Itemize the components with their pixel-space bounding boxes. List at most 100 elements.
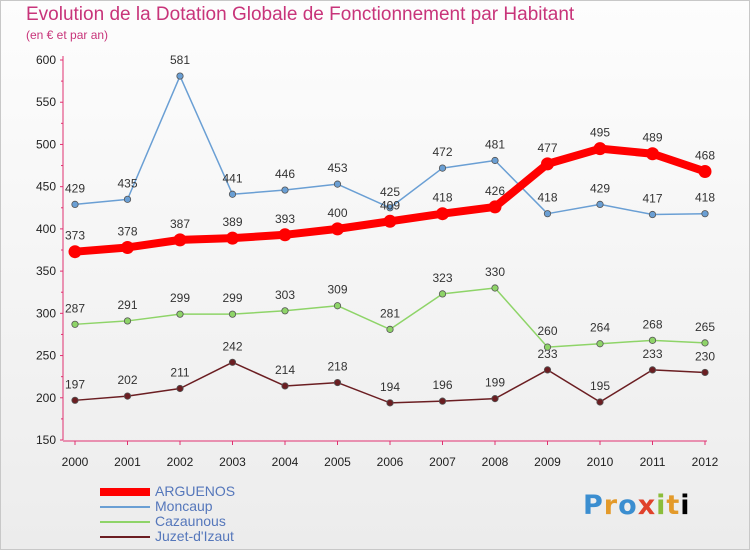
data-point-juzet-d-izaut — [228, 358, 237, 366]
data-label-moncaup: 429 — [590, 181, 610, 195]
data-label-cazaunous: 309 — [327, 283, 347, 297]
data-label-juzet-d-izaut: 194 — [380, 380, 400, 394]
legend-swatch-moncaup — [100, 506, 150, 508]
data-label-moncaup: 481 — [485, 137, 505, 151]
data-point-moncaup — [701, 210, 709, 218]
x-tick-label: 2001 — [114, 455, 141, 469]
data-label-moncaup: 435 — [117, 176, 137, 190]
y-tick-label: 250 — [36, 349, 56, 363]
data-label-juzet-d-izaut: 196 — [432, 378, 452, 392]
data-label-arguenos: 378 — [117, 224, 137, 238]
x-tick-label: 2004 — [272, 455, 299, 469]
x-tick-label: 2005 — [324, 455, 351, 469]
data-point-arguenos — [68, 245, 82, 259]
data-label-arguenos: 495 — [590, 126, 610, 140]
data-label-juzet-d-izaut: 214 — [275, 363, 295, 377]
data-point-moncaup — [596, 200, 604, 208]
data-label-moncaup: 429 — [65, 181, 85, 195]
data-point-cazaunous — [701, 339, 709, 347]
x-tick-label: 2003 — [219, 455, 246, 469]
data-label-juzet-d-izaut: 197 — [65, 377, 85, 391]
legend-label-juzet-d-izaut: Juzet-d'Izaut — [155, 528, 234, 544]
data-label-moncaup: 441 — [222, 171, 242, 185]
data-point-juzet-d-izaut — [281, 382, 289, 390]
y-tick-label: 550 — [36, 95, 56, 109]
x-tick-label: 2000 — [62, 455, 89, 469]
data-point-juzet-d-izaut — [648, 366, 657, 374]
x-tick-label: 2006 — [377, 455, 404, 469]
y-tick-label: 200 — [36, 391, 56, 405]
data-point-arguenos — [278, 228, 292, 242]
data-point-cazaunous — [648, 336, 657, 344]
chart-axes: 150 200 250 300 350 400 450 500 550 600 2000 2001 20… — [36, 53, 719, 469]
data-point-juzet-d-izaut — [386, 399, 394, 407]
legend-label-cazaunous: Cazaunous — [155, 513, 226, 529]
data-label-moncaup: 446 — [275, 167, 295, 181]
legend: ARGUENOS Moncaup Cazaunous Juzet-d'Izaut — [100, 483, 300, 544]
data-point-moncaup — [71, 200, 79, 208]
series-juzet-d-izaut: 197 202 211 242 214 218 194 196 199 233 195 233 230 — [65, 339, 715, 407]
x-tick-label: 2009 — [534, 455, 561, 469]
data-point-arguenos — [173, 233, 187, 247]
data-point-arguenos — [383, 214, 397, 228]
y-tick-label: 600 — [36, 53, 56, 67]
y-tick-label: 400 — [36, 222, 56, 236]
data-point-juzet-d-izaut — [438, 397, 447, 405]
data-point-arguenos — [698, 164, 712, 178]
y-tick-label: 350 — [36, 264, 56, 278]
data-point-cazaunous — [333, 302, 342, 310]
data-point-moncaup — [281, 186, 289, 194]
data-label-cazaunous: 264 — [590, 321, 610, 335]
data-point-cazaunous — [491, 284, 499, 292]
data-point-arguenos — [593, 142, 607, 156]
data-point-juzet-d-izaut — [176, 384, 184, 393]
x-tick-label: 2002 — [167, 455, 194, 469]
data-label-cazaunous: 281 — [380, 306, 400, 320]
data-point-moncaup — [648, 210, 657, 219]
data-point-arguenos — [541, 157, 554, 171]
data-point-moncaup — [438, 164, 447, 172]
data-label-moncaup: 418 — [695, 191, 715, 205]
x-tick-label: 2008 — [482, 455, 509, 469]
legend-item-arguenos: ARGUENOS — [100, 483, 300, 499]
data-point-moncaup — [543, 210, 552, 218]
data-point-moncaup — [386, 204, 394, 212]
data-label-cazaunous: 291 — [117, 298, 137, 312]
legend-swatch-arguenos — [100, 488, 150, 496]
data-point-cazaunous — [176, 310, 184, 318]
data-label-arguenos: 387 — [170, 217, 190, 231]
data-point-moncaup — [123, 195, 132, 203]
data-point-cazaunous — [596, 340, 604, 348]
x-tick-label: 2010 — [587, 455, 614, 469]
chart-subtitle: (en € et par an) — [26, 28, 109, 42]
legend-item-cazaunous: Cazaunous — [100, 513, 300, 529]
data-point-juzet-d-izaut — [596, 398, 604, 406]
series-moncaup: 429 435 581 441 446 453 425 472 481 418 429 417 418 — [65, 53, 715, 219]
data-label-arguenos: 409 — [380, 198, 400, 212]
data-label-cazaunous: 303 — [275, 288, 295, 302]
y-tick-label: 150 — [36, 433, 56, 447]
data-label-juzet-d-izaut: 233 — [642, 347, 662, 361]
data-label-juzet-d-izaut: 211 — [170, 365, 189, 379]
data-label-cazaunous: 268 — [642, 317, 662, 331]
data-label-juzet-d-izaut: 230 — [695, 349, 715, 363]
data-point-arguenos — [121, 240, 134, 254]
data-label-cazaunous: 323 — [432, 271, 452, 285]
data-label-arguenos: 489 — [642, 131, 662, 145]
data-label-moncaup: 472 — [432, 145, 452, 159]
data-label-cazaunous: 299 — [170, 291, 190, 305]
data-label-arguenos: 389 — [222, 215, 242, 229]
data-point-cazaunous — [123, 317, 132, 325]
data-label-moncaup: 418 — [537, 191, 557, 205]
legend-item-juzet-d-izaut: Juzet-d'Izaut — [100, 528, 300, 544]
data-point-juzet-d-izaut — [491, 395, 499, 403]
data-point-moncaup — [176, 72, 184, 80]
data-point-juzet-d-izaut — [543, 366, 552, 374]
proxiti-logo: Proxiti — [583, 490, 691, 521]
data-label-moncaup: 581 — [170, 53, 190, 67]
data-label-juzet-d-izaut: 218 — [327, 360, 347, 374]
data-label-cazaunous: 299 — [222, 291, 242, 305]
legend-label-arguenos: ARGUENOS — [155, 483, 236, 499]
